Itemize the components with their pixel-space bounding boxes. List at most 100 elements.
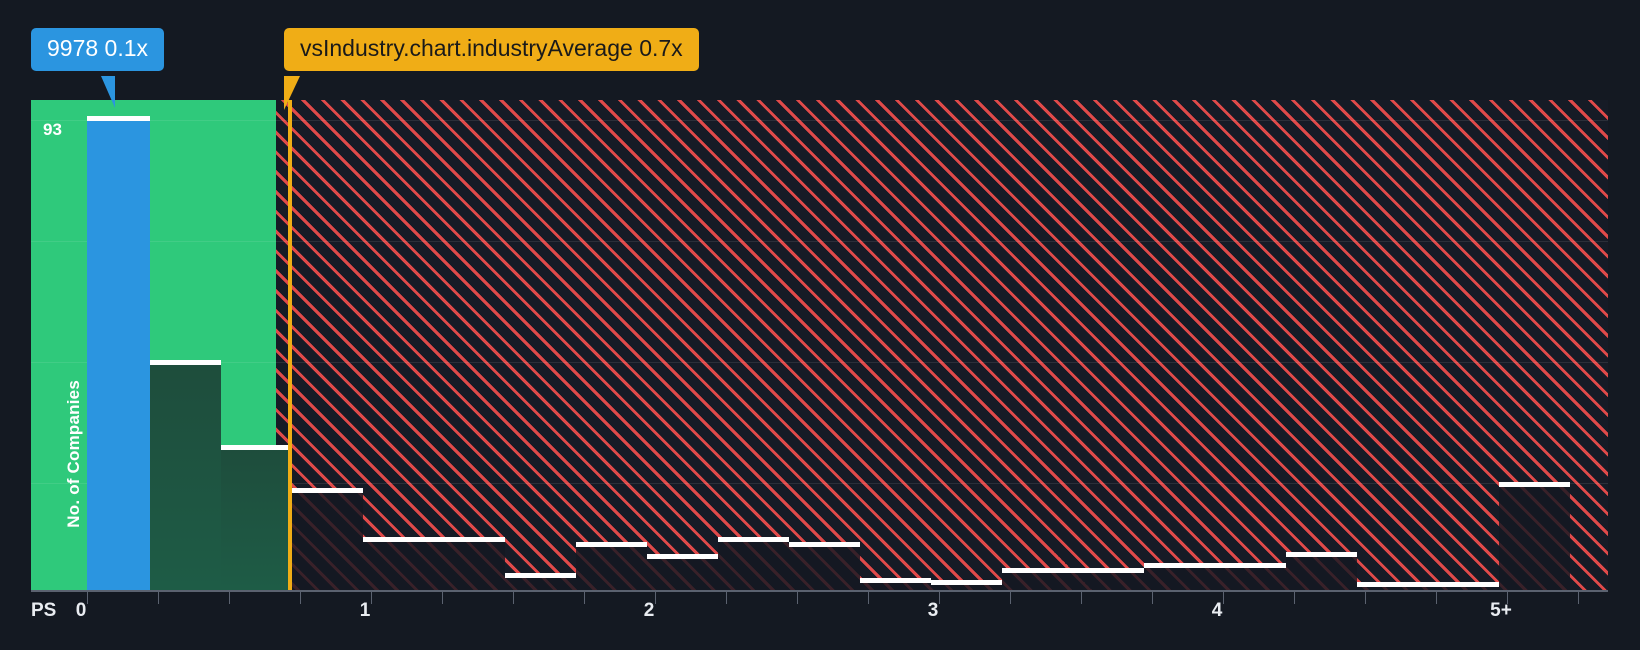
x-tick: [229, 592, 230, 604]
x-tick: [300, 592, 301, 604]
x-tick: [584, 592, 585, 604]
bar-body: [718, 542, 789, 590]
bar-cap: [363, 537, 434, 542]
y-axis-title: No. of Companies: [64, 380, 83, 528]
bar-bin-5[interactable]: [434, 537, 505, 590]
industry-average-callout[interactable]: vsIndustry.chart.industryAverage 0.7x: [284, 28, 699, 71]
bar-bin-0[interactable]: [87, 116, 150, 590]
x-tick: [1152, 592, 1153, 604]
gridline-2: [31, 241, 1608, 242]
bar-cap: [434, 537, 505, 542]
x-tick-label-1: 1: [359, 600, 371, 621]
bars-layer: [31, 100, 1608, 590]
bar-body: [931, 585, 1002, 590]
bar-cap: [87, 116, 150, 121]
bar-cap: [1073, 568, 1144, 573]
bar-cap: [150, 360, 221, 365]
gridline-3: [31, 362, 1608, 363]
bar-body: [292, 493, 363, 590]
bar-bin-11[interactable]: [860, 578, 931, 590]
x-tick-label-5plus: 5+: [1490, 600, 1512, 621]
x-tick-label-2: 2: [643, 600, 655, 621]
bar-cap: [292, 488, 363, 493]
gridline-4: [31, 483, 1608, 484]
bar-bin-16[interactable]: [1215, 563, 1286, 590]
bar-bin-7[interactable]: [576, 542, 647, 590]
company-callout-tail: [101, 76, 115, 108]
x-tick: [1436, 592, 1437, 604]
bar-body: [1286, 557, 1357, 590]
bar-body: [860, 583, 931, 590]
x-tick: [939, 592, 940, 604]
bar-body: [576, 547, 647, 590]
bar-body: [1144, 568, 1215, 590]
x-tick: [868, 592, 869, 604]
x-tick: [1294, 592, 1295, 604]
gridline-1: [31, 120, 1608, 121]
bar-body: [87, 121, 150, 590]
bar-cap: [931, 580, 1002, 585]
x-tick: [513, 592, 514, 604]
bar-cap: [1002, 568, 1073, 573]
bar-body: [1357, 587, 1428, 590]
bar-cap: [221, 445, 292, 450]
company-callout[interactable]: 9978 0.1x: [31, 28, 165, 71]
bar-body: [505, 578, 576, 590]
plot-area: 93 No. of Companies: [31, 100, 1608, 590]
bar-bin-18[interactable]: [1357, 582, 1428, 590]
bar-bin-1[interactable]: [150, 360, 221, 590]
bar-body: [1073, 573, 1144, 590]
bar-cap: [860, 578, 931, 583]
bar-body: [647, 559, 718, 590]
bar-body: [1002, 573, 1073, 590]
bar-bin-3[interactable]: [292, 488, 363, 590]
bar-bin-4[interactable]: [363, 537, 434, 590]
bar-bin-9[interactable]: [718, 537, 789, 590]
bar-cap: [1499, 482, 1570, 487]
x-tick: [1365, 592, 1366, 604]
x-tick: [1578, 592, 1579, 604]
x-tick: [797, 592, 798, 604]
bar-body: [150, 365, 221, 590]
x-tick: [158, 592, 159, 604]
bar-body: [1215, 568, 1286, 590]
bar-bin-10[interactable]: [789, 542, 860, 590]
x-tick-label-3: 3: [927, 600, 939, 621]
bar-body: [789, 547, 860, 590]
x-tick: [655, 592, 656, 604]
x-axis-prefix-label: PS: [31, 600, 57, 621]
bar-bin-8[interactable]: [647, 554, 718, 590]
bar-body: [363, 542, 434, 590]
bar-cap: [576, 542, 647, 547]
bar-bin-15[interactable]: [1144, 563, 1215, 590]
industry-average-callout-tail: [284, 76, 300, 110]
bar-cap: [718, 537, 789, 542]
bar-body: [1499, 487, 1570, 590]
x-tick: [442, 592, 443, 604]
bar-bin-19[interactable]: [1428, 582, 1499, 590]
bar-cap: [1215, 563, 1286, 568]
bar-cap: [1144, 563, 1215, 568]
x-tick: [1010, 592, 1011, 604]
hatched-peer-region: [276, 100, 1608, 590]
bar-bin-13[interactable]: [1002, 568, 1073, 590]
bar-cap: [1428, 582, 1499, 587]
bar-bin-17[interactable]: [1286, 552, 1357, 590]
x-tick: [87, 592, 88, 604]
x-axis-line: [31, 590, 1608, 592]
bar-bin-2[interactable]: [221, 445, 292, 590]
x-tick: [1223, 592, 1224, 604]
bar-bin-14[interactable]: [1073, 568, 1144, 590]
bar-cap: [1357, 582, 1428, 587]
bar-cap: [1286, 552, 1357, 557]
bar-bin-20[interactable]: [1499, 482, 1570, 590]
x-tick: [1081, 592, 1082, 604]
bar-body: [1428, 587, 1499, 590]
x-tick: [371, 592, 372, 604]
bar-bin-6[interactable]: [505, 573, 576, 590]
y-axis-value-label: 93: [43, 120, 62, 139]
x-tick-label-0: 0: [75, 600, 87, 621]
bar-bin-12[interactable]: [931, 580, 1002, 590]
x-tick-label-4: 4: [1211, 600, 1223, 621]
